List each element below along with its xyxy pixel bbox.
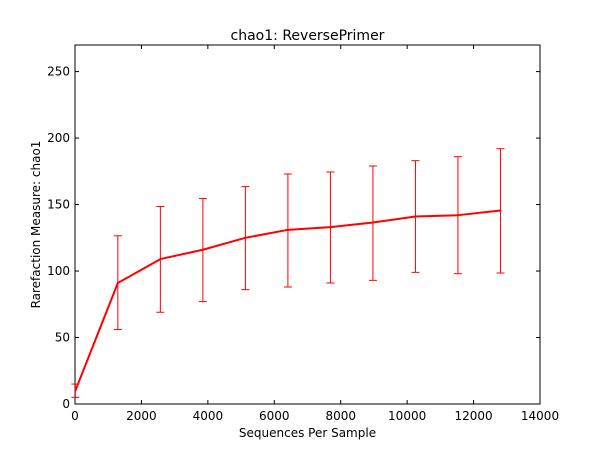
data-point: [371, 221, 374, 224]
y-tick-label: 50: [55, 331, 70, 345]
data-point: [329, 226, 332, 229]
data-point: [244, 236, 247, 239]
x-axis-label: Sequences Per Sample: [239, 426, 376, 440]
x-tick-label: 0: [71, 409, 79, 423]
y-tick-label: 100: [47, 264, 70, 278]
data-point: [74, 389, 77, 392]
data-point: [414, 215, 417, 218]
y-tick-label: 250: [47, 65, 70, 79]
x-tick-label: 14000: [521, 409, 559, 423]
x-tick-label: 12000: [454, 409, 492, 423]
x-tick-label: 10000: [388, 409, 426, 423]
axes-frame: [74, 44, 541, 405]
data-point: [116, 282, 119, 285]
x-tick-label: 2000: [126, 409, 157, 423]
data-point: [456, 214, 459, 217]
data-point: [201, 248, 204, 251]
chart-title: chao1: ReversePrimer: [231, 28, 385, 44]
data-point: [286, 228, 289, 231]
x-tick-label: 4000: [193, 409, 224, 423]
y-tick-label: 0: [62, 397, 70, 411]
y-axis-label: Rarefaction Measure: chao1: [29, 141, 43, 309]
data-point: [499, 209, 502, 212]
y-tick-label: 150: [47, 198, 70, 212]
plot-area: 0 2000 4000 6000 8000 10000 12000 14000 0 50 100 15…: [47, 44, 559, 423]
x-tick-label: 8000: [325, 409, 356, 423]
y-tick-label: 200: [47, 131, 70, 145]
x-tick-label: 6000: [259, 409, 290, 423]
data-point: [159, 258, 162, 261]
